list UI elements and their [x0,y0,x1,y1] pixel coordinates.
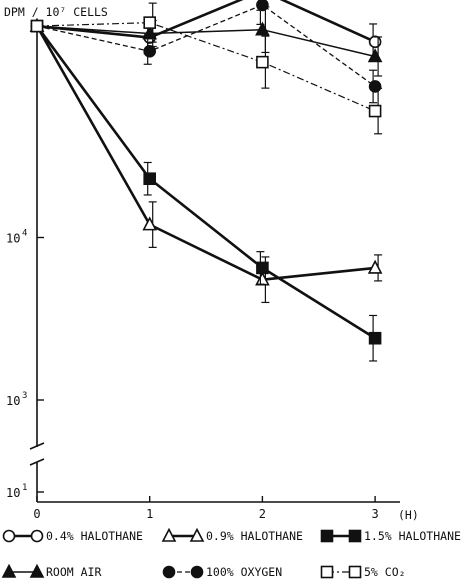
legend-marker [162,565,176,579]
legend-marker [29,563,45,578]
x-tick-label: 3 [371,507,378,521]
y-axis-break-mark-bottom [29,458,45,466]
legend-label: 0.4% HALOTHANE [46,529,143,543]
y-axis-break-mark-top [29,442,45,450]
legend-marker [348,529,362,543]
legend-marker [30,529,44,543]
data-point [30,19,44,33]
data-point [255,21,270,36]
series-line [35,25,376,281]
legend-marker [348,565,362,579]
series-line [36,0,376,44]
series-line [36,22,376,112]
legend-label: 100% OXYGEN [206,565,282,579]
legend-item-0: 0.4% HALOTHANE [2,529,143,543]
legend-marker [320,565,334,579]
data-point [143,16,156,29]
x-tick-label: 1 [146,507,153,521]
y-axis-label: DPM / 10⁷ CELLS [4,5,108,19]
y-tick-exponent: 1 [22,483,27,493]
y-tick-exponent: 3 [22,391,27,401]
series-2 [30,19,382,362]
legend-marker [1,563,17,578]
legend-item-3: ROOM AIR [1,563,101,579]
y-ticks: 101103104106 [6,229,44,500]
legend-label: ROOM AIR [46,565,101,579]
legend-marker [189,527,205,542]
axes [29,30,400,503]
x-tick-label: 2 [259,507,266,521]
data-point [142,216,158,231]
legend-item-5: 5% CO₂ [320,565,406,579]
y-tick-label: 10 [6,394,20,408]
data-point [368,331,382,345]
legend-marker [161,527,177,542]
legend-item-2: 1.5% HALOTHANE [320,529,461,543]
data-point [368,80,382,93]
data-point [367,259,383,274]
data-point [367,48,383,63]
legend-marker [190,565,204,579]
x-tick-label: 0 [33,507,40,521]
series-1 [29,17,383,304]
data-point [256,0,269,12]
legend: 0.4% HALOTHANE 0.9% HALOTHANE 1.5% HALOTHA… [1,527,461,579]
data-point [143,172,156,186]
data-point [256,261,269,275]
series-5 [30,2,383,135]
series-line [35,25,376,340]
series-line [36,25,376,58]
x-axis-label: (H) [398,508,419,522]
x-ticks: 0 1 2 3 [33,496,379,521]
series-line [36,4,376,87]
legend-label: 1.5% HALOTHANE [364,529,461,543]
y-tick-label: 10 [6,232,20,246]
legend-item-4: 100% OXYGEN [162,565,282,579]
y-tick-label: 10 [6,486,20,500]
y-tick-exponent: 4 [22,229,27,239]
legend-marker [320,529,334,543]
legend-label: 5% CO₂ [364,565,406,579]
data-point [368,35,382,49]
data-point [143,44,156,58]
legend-marker [2,529,16,543]
data-point [256,55,269,69]
series-layer [29,0,383,362]
legend-label: 0.9% HALOTHANE [206,529,303,543]
data-point [368,104,382,118]
legend-item-1: 0.9% HALOTHANE [161,527,303,543]
